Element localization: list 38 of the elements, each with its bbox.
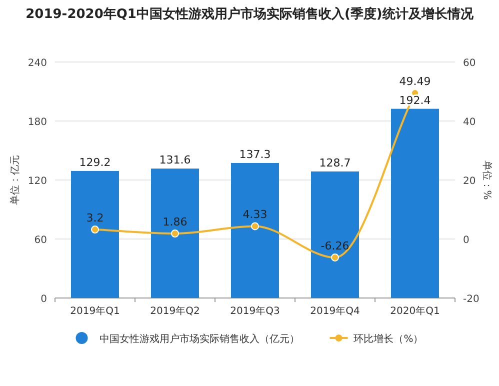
data-label: -6.26	[320, 239, 350, 252]
bar	[311, 171, 359, 298]
y2-tick-label: 40	[463, 117, 476, 128]
bar	[71, 170, 119, 298]
x-tick-label: 2019年Q3	[230, 305, 280, 317]
y2-axis-title: 单位：%	[481, 160, 493, 200]
data-label: 129.2	[79, 156, 111, 169]
data-label: 49.49	[399, 75, 431, 88]
legend-label: 环比增长（%）	[354, 333, 424, 345]
x-tick-label: 2019年Q1	[70, 305, 120, 317]
y2-tick-label: 0	[463, 235, 470, 246]
x-tick-label: 2019年Q4	[310, 305, 360, 317]
y2-tick-label: 60	[463, 58, 476, 69]
bar	[231, 162, 279, 298]
point	[171, 230, 179, 238]
point	[331, 253, 339, 262]
point	[251, 222, 259, 230]
y-tick-label: 180	[28, 117, 47, 128]
data-label: 128.7	[319, 156, 351, 170]
x-tick-label: 2019年Q2	[150, 305, 200, 317]
y2-tick-label: -20	[463, 294, 480, 305]
data-label: 131.6	[159, 154, 191, 167]
x-tick-label: 2020年Q1	[390, 305, 440, 317]
chart-title: 2019-2020年Q1中国女性游戏用户市场实际销售收入(季度)统计及增长情况	[26, 6, 474, 22]
point	[91, 226, 99, 234]
data-label: 1.86	[162, 216, 188, 229]
data-label: 3.2	[86, 212, 104, 225]
legend-label: 中国女性游戏用户市场实际销售收入（亿元）	[100, 333, 300, 345]
y-tick-label: 0	[40, 294, 47, 305]
data-label: 4.33	[242, 208, 268, 222]
y-tick-label: 120	[28, 176, 47, 187]
y2-tick-label: 20	[463, 176, 476, 187]
y-axis-title: 单位：亿元	[9, 155, 21, 205]
y-tick-label: 240	[28, 58, 47, 69]
y-tick-label: 60	[34, 235, 47, 246]
bar	[391, 108, 439, 298]
bar	[151, 168, 199, 298]
data-label: 137.3	[239, 148, 271, 161]
